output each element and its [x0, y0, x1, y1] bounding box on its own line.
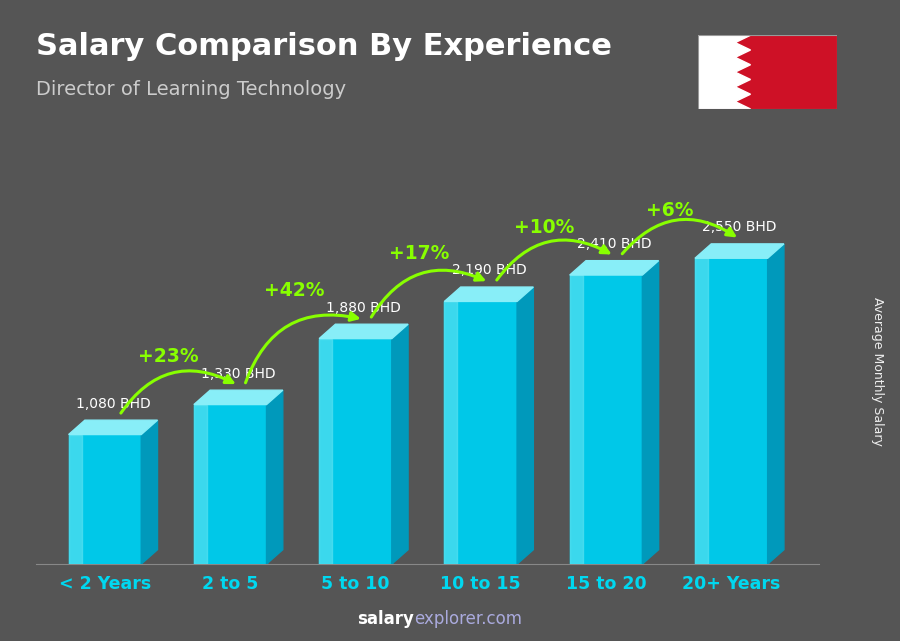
Text: 1,330 BHD: 1,330 BHD — [201, 367, 275, 381]
Text: +23%: +23% — [139, 347, 199, 366]
Polygon shape — [445, 287, 534, 301]
Text: 2,550 BHD: 2,550 BHD — [702, 221, 777, 234]
Polygon shape — [570, 261, 659, 275]
Text: +42%: +42% — [264, 281, 324, 300]
Polygon shape — [392, 324, 408, 564]
Polygon shape — [141, 420, 158, 564]
Polygon shape — [194, 404, 207, 564]
Polygon shape — [518, 287, 534, 564]
Polygon shape — [695, 258, 768, 564]
Polygon shape — [68, 435, 141, 564]
Polygon shape — [570, 275, 643, 564]
Polygon shape — [320, 338, 392, 564]
Polygon shape — [698, 35, 751, 109]
Polygon shape — [68, 435, 82, 564]
Polygon shape — [320, 338, 332, 564]
Text: 2,190 BHD: 2,190 BHD — [452, 263, 526, 278]
Polygon shape — [570, 275, 583, 564]
Text: Director of Learning Technology: Director of Learning Technology — [36, 80, 346, 99]
Polygon shape — [194, 404, 266, 564]
Polygon shape — [695, 258, 708, 564]
Text: salary: salary — [357, 610, 414, 628]
Polygon shape — [320, 324, 408, 338]
Polygon shape — [445, 301, 457, 564]
Text: explorer.com: explorer.com — [414, 610, 522, 628]
Text: +10%: +10% — [515, 217, 575, 237]
Text: 1,880 BHD: 1,880 BHD — [326, 301, 401, 315]
Text: Salary Comparison By Experience: Salary Comparison By Experience — [36, 32, 612, 61]
Text: Average Monthly Salary: Average Monthly Salary — [871, 297, 884, 446]
Polygon shape — [266, 390, 283, 564]
Text: 1,080 BHD: 1,080 BHD — [76, 397, 150, 411]
Polygon shape — [68, 420, 158, 435]
Text: 2,410 BHD: 2,410 BHD — [577, 237, 652, 251]
Polygon shape — [194, 390, 283, 404]
Polygon shape — [695, 244, 784, 258]
Text: +17%: +17% — [389, 244, 449, 263]
Text: +6%: +6% — [646, 201, 694, 220]
Polygon shape — [445, 301, 518, 564]
Polygon shape — [768, 244, 784, 564]
Polygon shape — [643, 261, 659, 564]
